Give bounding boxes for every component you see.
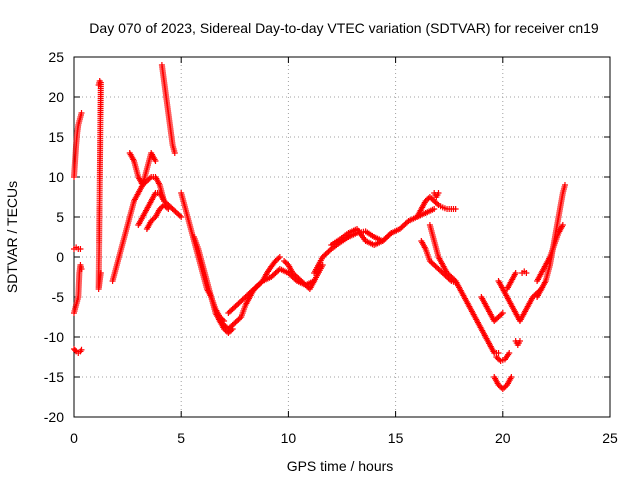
y-tick-label: 20 [48, 89, 64, 105]
data-point [78, 110, 85, 116]
y-tick-label: -15 [44, 369, 64, 385]
data-point [165, 206, 172, 212]
y-tick-label: 0 [56, 249, 64, 265]
y-tick-label: 25 [48, 49, 64, 65]
chart-title: Day 070 of 2023, Sidereal Day-to-day VTE… [89, 20, 599, 36]
data-point [72, 347, 79, 354]
y-tick-label: 10 [48, 169, 64, 185]
y-axis-label: SDTVAR / TECUs [4, 181, 20, 293]
x-tick-label: 25 [602, 430, 618, 446]
data-point [77, 246, 84, 252]
x-tick-label: 5 [177, 430, 185, 446]
data-point [512, 270, 519, 276]
data-point [276, 254, 283, 260]
data-point [78, 346, 85, 353]
data-point [508, 374, 515, 380]
x-tick-label: 15 [388, 430, 404, 446]
data-point [452, 206, 459, 212]
data-point [431, 206, 438, 212]
y-tick-label: -10 [44, 329, 64, 345]
data-point [506, 350, 513, 356]
data-point [97, 270, 104, 276]
x-tick-label: 20 [495, 430, 511, 446]
data-point [152, 158, 159, 164]
data-point [171, 150, 178, 156]
data-point [311, 278, 318, 284]
y-tick-labels: 25 20 15 10 5 0 -5 -10 -15 -20 [44, 49, 64, 425]
data-points [71, 62, 568, 392]
data-point [78, 266, 85, 272]
data-point [435, 190, 442, 196]
x-tick-label: 10 [281, 430, 297, 446]
data-point [178, 214, 185, 220]
y-tick-label: -20 [44, 409, 64, 425]
data-point [561, 182, 568, 188]
data-point [523, 270, 530, 276]
data-point [452, 279, 459, 286]
data-point [388, 230, 395, 236]
data-point [516, 338, 523, 344]
data-point [495, 350, 502, 356]
y-tick-label: 5 [56, 209, 64, 225]
data-point [319, 262, 326, 268]
data-point [499, 310, 506, 316]
x-tick-labels: 0 5 10 15 20 25 [70, 430, 618, 446]
x-tick-label: 0 [70, 430, 78, 446]
y-tick-label: 15 [48, 129, 64, 145]
data-point [559, 222, 566, 228]
grid-lines [74, 57, 610, 417]
y-tick-label: -5 [52, 289, 65, 305]
plot-frame [73, 56, 611, 418]
x-axis-label: GPS time / hours [287, 458, 394, 474]
